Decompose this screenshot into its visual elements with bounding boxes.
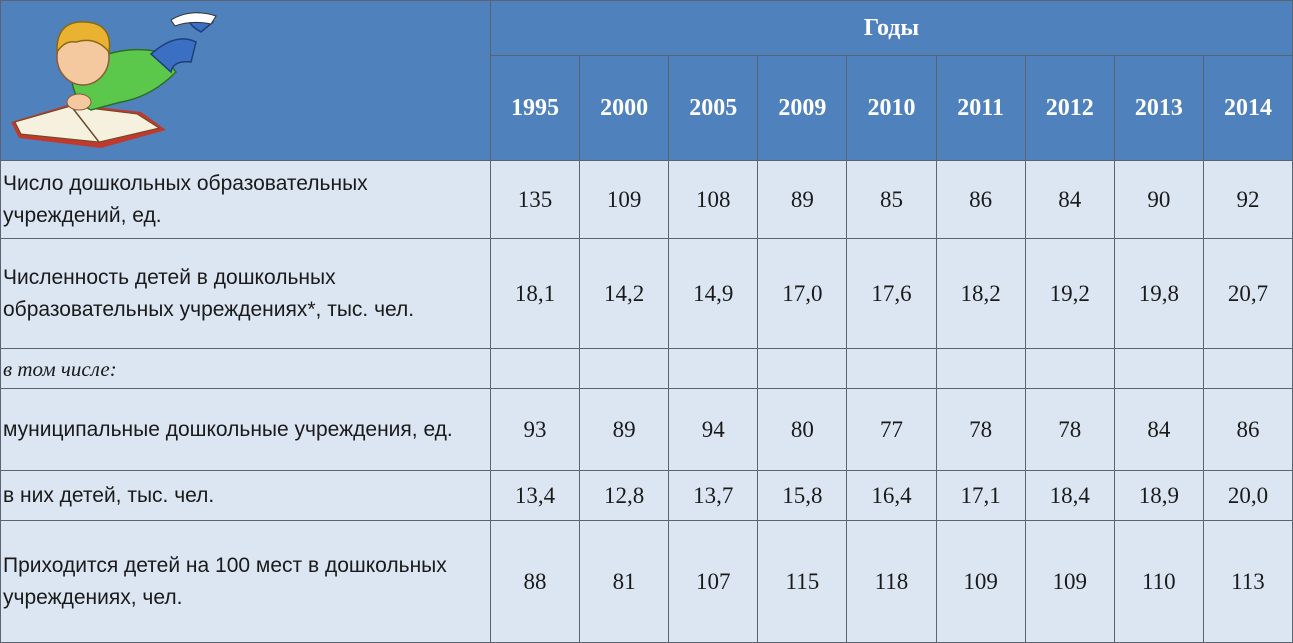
cell-value: 17,6 xyxy=(847,239,936,349)
year-header: 2013 xyxy=(1114,56,1203,161)
cell-value: 18,9 xyxy=(1114,471,1203,521)
data-table: Годы 19952000200520092010201120122013201… xyxy=(0,0,1293,643)
table-row: в том числе: xyxy=(1,349,1293,389)
cell-value: 84 xyxy=(1025,161,1114,239)
empty-cell xyxy=(491,349,580,389)
header-row: Годы xyxy=(1,1,1293,56)
cell-value: 80 xyxy=(758,389,847,471)
empty-cell xyxy=(1025,349,1114,389)
cell-value: 20,7 xyxy=(1203,239,1292,349)
row-label: Численность детей в дошкольных образоват… xyxy=(1,239,491,349)
cell-value: 109 xyxy=(580,161,669,239)
years-group-header: Годы xyxy=(491,1,1293,56)
row-label: в них детей, тыс. чел. xyxy=(1,471,491,521)
boy-reading-illustration xyxy=(1,2,489,160)
cell-value: 110 xyxy=(1114,521,1203,643)
cell-value: 92 xyxy=(1203,161,1292,239)
empty-cell xyxy=(669,349,758,389)
year-header: 1995 xyxy=(491,56,580,161)
cell-value: 18,1 xyxy=(491,239,580,349)
empty-cell xyxy=(936,349,1025,389)
cell-value: 15,8 xyxy=(758,471,847,521)
cell-value: 81 xyxy=(580,521,669,643)
cell-value: 107 xyxy=(669,521,758,643)
table-row: муниципальные дошкольные учреждения, ед.… xyxy=(1,389,1293,471)
cell-value: 78 xyxy=(936,389,1025,471)
cell-value: 86 xyxy=(936,161,1025,239)
cell-value: 135 xyxy=(491,161,580,239)
table-row: Численность детей в дошкольных образоват… xyxy=(1,239,1293,349)
row-label: Число дошкольных образовательных учрежде… xyxy=(1,161,491,239)
year-header: 2011 xyxy=(936,56,1025,161)
cell-value: 78 xyxy=(1025,389,1114,471)
cell-value: 86 xyxy=(1203,389,1292,471)
table-row: Число дошкольных образовательных учрежде… xyxy=(1,161,1293,239)
cell-value: 77 xyxy=(847,389,936,471)
cell-value: 12,8 xyxy=(580,471,669,521)
cell-value: 113 xyxy=(1203,521,1292,643)
year-header: 2000 xyxy=(580,56,669,161)
cell-value: 89 xyxy=(758,161,847,239)
cell-value: 17,0 xyxy=(758,239,847,349)
cell-value: 19,8 xyxy=(1114,239,1203,349)
row-label: Приходится детей на 100 мест в дошкольны… xyxy=(1,521,491,643)
cell-value: 118 xyxy=(847,521,936,643)
cell-value: 84 xyxy=(1114,389,1203,471)
cell-value: 93 xyxy=(491,389,580,471)
cell-value: 14,2 xyxy=(580,239,669,349)
page: Годы 19952000200520092010201120122013201… xyxy=(0,0,1293,642)
year-header: 2009 xyxy=(758,56,847,161)
year-header: 2010 xyxy=(847,56,936,161)
cell-value: 18,4 xyxy=(1025,471,1114,521)
illustration-cell xyxy=(1,1,491,161)
year-header: 2005 xyxy=(669,56,758,161)
cell-value: 108 xyxy=(669,161,758,239)
cell-value: 14,9 xyxy=(669,239,758,349)
cell-value: 17,1 xyxy=(936,471,1025,521)
cell-value: 16,4 xyxy=(847,471,936,521)
empty-cell xyxy=(1114,349,1203,389)
cell-value: 90 xyxy=(1114,161,1203,239)
boy-hand xyxy=(67,94,91,110)
empty-cell xyxy=(847,349,936,389)
row-label: муниципальные дошкольные учреждения, ед. xyxy=(1,389,491,471)
empty-cell xyxy=(758,349,847,389)
cell-value: 109 xyxy=(936,521,1025,643)
year-header: 2014 xyxy=(1203,56,1292,161)
row-label: в том числе: xyxy=(1,349,491,389)
table-row: Приходится детей на 100 мест в дошкольны… xyxy=(1,521,1293,643)
cell-value: 19,2 xyxy=(1025,239,1114,349)
cell-value: 89 xyxy=(580,389,669,471)
cell-value: 85 xyxy=(847,161,936,239)
cell-value: 109 xyxy=(1025,521,1114,643)
cell-value: 13,7 xyxy=(669,471,758,521)
cell-value: 94 xyxy=(669,389,758,471)
cell-value: 18,2 xyxy=(936,239,1025,349)
empty-cell xyxy=(580,349,669,389)
cell-value: 88 xyxy=(491,521,580,643)
year-header: 2012 xyxy=(1025,56,1114,161)
cell-value: 13,4 xyxy=(491,471,580,521)
cell-value: 20,0 xyxy=(1203,471,1292,521)
empty-cell xyxy=(1203,349,1292,389)
cell-value: 115 xyxy=(758,521,847,643)
